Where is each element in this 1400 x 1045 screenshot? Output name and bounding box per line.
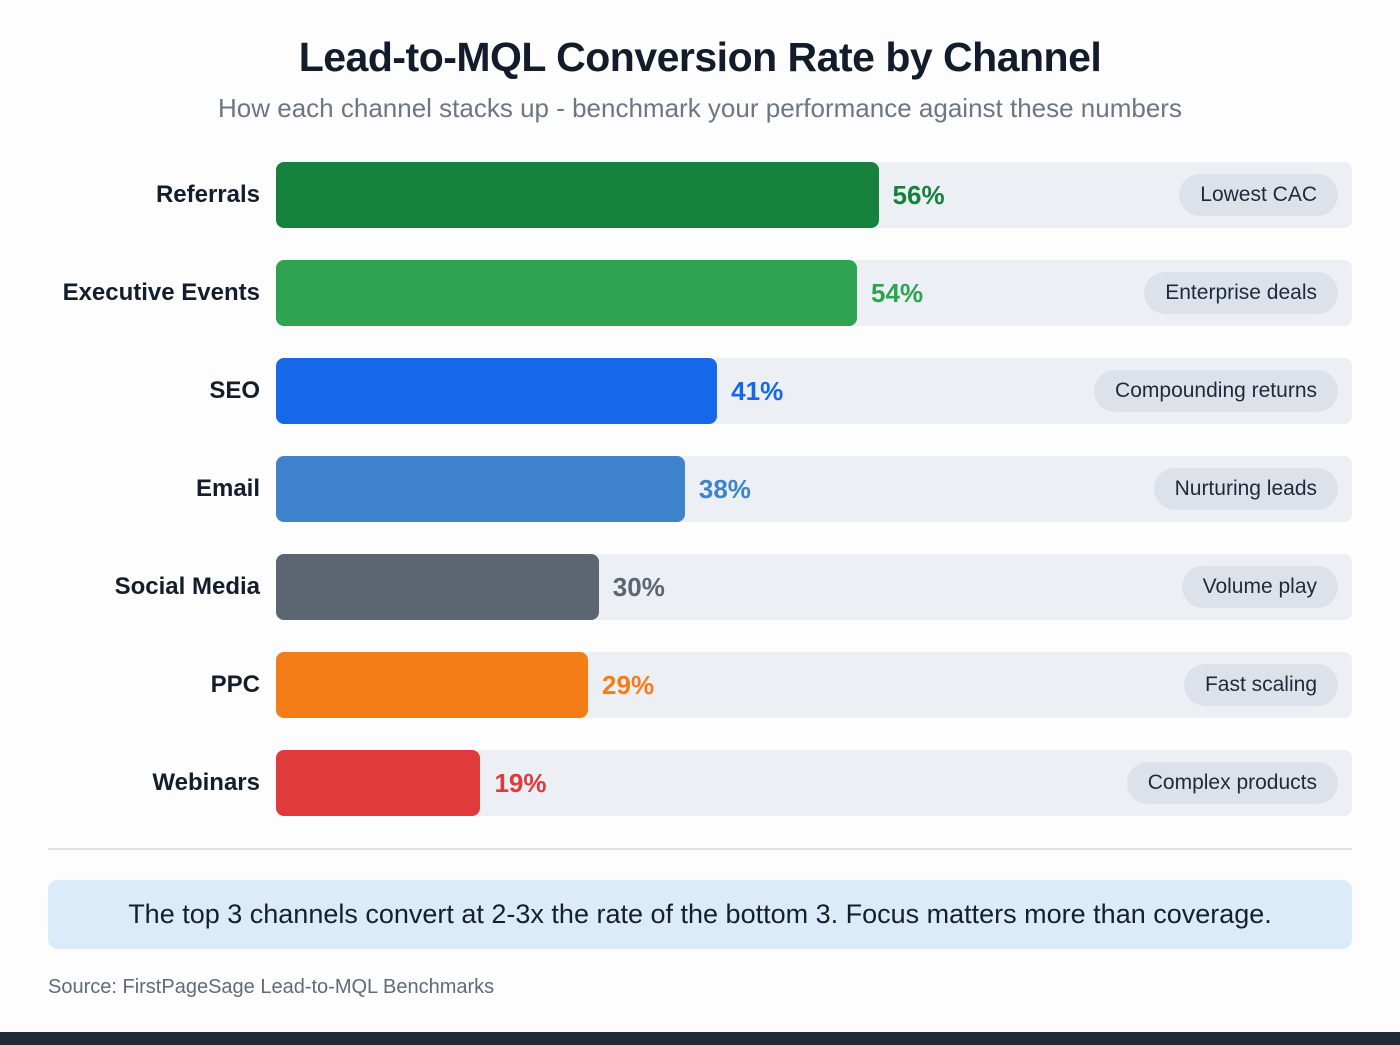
bottom-strip <box>0 1032 1400 1045</box>
bar-track: 38% Nurturing leads <box>276 456 1352 522</box>
category-label: Social Media <box>114 573 260 600</box>
value-label: 19% <box>494 767 547 798</box>
category-label: Webinars <box>152 769 260 796</box>
bar-track: 41% Compounding returns <box>276 358 1352 424</box>
bar-track: 29% Fast scaling <box>276 652 1352 718</box>
chart-row: Email 38% Nurturing leads <box>48 456 1352 522</box>
value-label: 38% <box>698 473 751 504</box>
tag-pill: Volume play <box>1181 566 1338 608</box>
chart-row: Webinars 19% Complex products <box>48 750 1352 816</box>
bar <box>276 554 599 620</box>
value-label: 54% <box>871 277 924 308</box>
bar <box>276 162 879 228</box>
bar-track: 30% Volume play <box>276 554 1352 620</box>
value-label: 56% <box>892 179 945 210</box>
tag-pill: Fast scaling <box>1183 664 1338 706</box>
bar <box>276 750 481 816</box>
tag-pill: Nurturing leads <box>1153 468 1338 510</box>
bar-track: 56% Lowest CAC <box>276 162 1352 228</box>
insight-callout: The top 3 channels convert at 2-3x the r… <box>48 880 1352 949</box>
value-label: 41% <box>731 375 784 406</box>
divider <box>48 848 1352 850</box>
chart-row: Social Media 30% Volume play <box>48 554 1352 620</box>
chart-row: SEO 41% Compounding returns <box>48 358 1352 424</box>
category-label: Email <box>195 475 260 502</box>
tag-pill: Compounding returns <box>1094 370 1338 412</box>
bar <box>276 358 718 424</box>
page-subtitle: How each channel stacks up - benchmark y… <box>218 93 1182 123</box>
chart-row: Referrals 56% Lowest CAC <box>48 162 1352 228</box>
category-label: Referrals <box>155 181 260 208</box>
value-label: 29% <box>602 669 655 700</box>
source-note: Source: FirstPageSage Lead-to-MQL Benchm… <box>48 976 495 998</box>
bar <box>276 456 685 522</box>
tag-pill: Lowest CAC <box>1179 174 1338 216</box>
bar <box>276 260 858 326</box>
category-label: PPC <box>210 671 260 698</box>
bar <box>276 652 589 718</box>
chart-rows: Referrals 56% Lowest CAC Executive Events 54… <box>48 162 1352 816</box>
tag-pill: Complex products <box>1126 762 1338 804</box>
chart-row: Executive Events 54% Enterprise deals <box>48 260 1352 326</box>
bar-track: 54% Enterprise deals <box>276 260 1352 326</box>
tag-pill: Enterprise deals <box>1144 272 1338 314</box>
bar-track: 19% Complex products <box>276 750 1352 816</box>
chart-row: PPC 29% Fast scaling <box>48 652 1352 718</box>
category-label: Executive Events <box>62 279 260 306</box>
value-label: 30% <box>612 571 665 602</box>
page-title: Lead-to-MQL Conversion Rate by Channel <box>298 34 1102 80</box>
category-label: SEO <box>209 377 260 404</box>
